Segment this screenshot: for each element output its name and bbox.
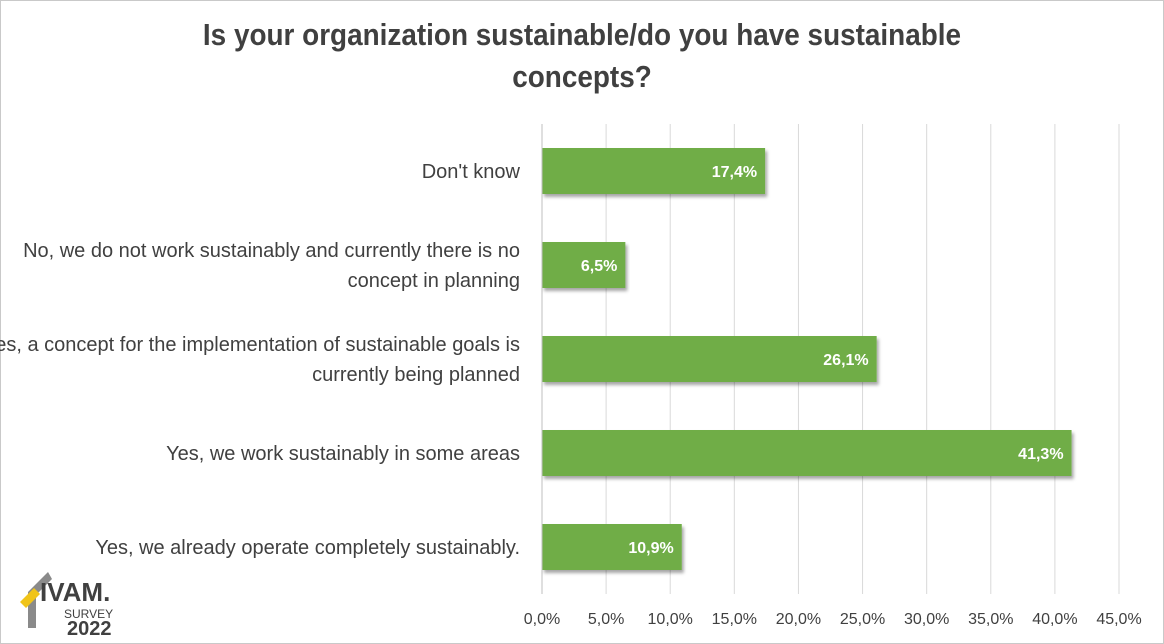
x-tick-label: 40,0% xyxy=(1032,611,1077,628)
x-tick-label: 45,0% xyxy=(1096,611,1141,628)
logo-line-1: SURVEY xyxy=(64,607,113,621)
x-tick-label: 25,0% xyxy=(840,611,885,628)
category-label: Don't know xyxy=(422,161,521,183)
bar xyxy=(542,336,877,382)
data-label: 17,4% xyxy=(712,164,757,181)
category-label: concept in planning xyxy=(348,270,520,292)
x-tick-label: 5,0% xyxy=(588,611,624,628)
category-label: Yes, we already operate completely susta… xyxy=(95,537,520,559)
logo-line-2: 2022 xyxy=(67,618,112,638)
bar xyxy=(542,524,682,570)
x-tick-label: 35,0% xyxy=(968,611,1013,628)
chart-title-line-1: Is your organization sustainable/do you … xyxy=(202,17,962,52)
data-label: 10,9% xyxy=(628,540,673,557)
x-tick-label: 0,0% xyxy=(524,611,560,628)
data-label: 6,5% xyxy=(581,258,617,275)
bar xyxy=(542,148,766,194)
data-label: 26,1% xyxy=(823,352,868,369)
data-label: 41,3% xyxy=(1018,446,1063,463)
category-label: Yes, a concept for the implementation of… xyxy=(0,334,520,356)
category-label: currently being planned xyxy=(312,364,520,386)
category-label: Yes, we work sustainably in some areas xyxy=(166,443,520,465)
x-tick-label: 20,0% xyxy=(776,611,821,628)
chart-title: Is your organization sustainable/do you … xyxy=(58,14,1106,98)
x-tick-label: 15,0% xyxy=(712,611,757,628)
logo-brand: IVAM. xyxy=(40,577,110,607)
x-tick-label: 10,0% xyxy=(648,611,693,628)
category-label: No, we do not work sustainably and curre… xyxy=(23,240,520,262)
chart-title-line-2: concepts? xyxy=(512,59,652,94)
ivam-survey-logo: IVAM. SURVEY 2022 xyxy=(20,572,113,638)
bar xyxy=(542,430,1072,476)
x-tick-label: 30,0% xyxy=(904,611,949,628)
bar xyxy=(542,242,626,288)
